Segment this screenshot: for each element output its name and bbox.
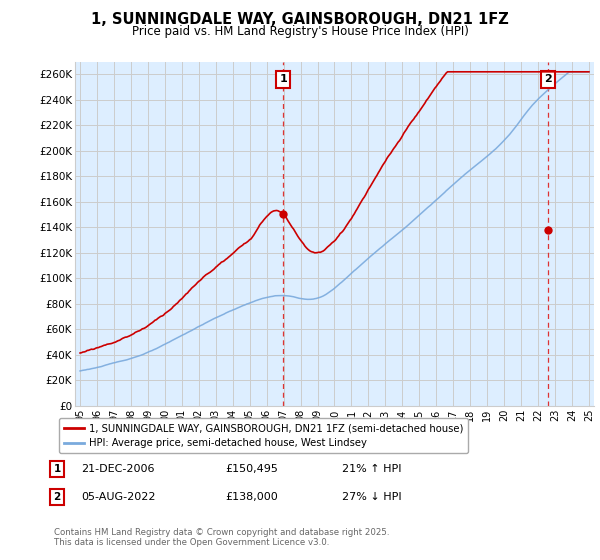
Text: £138,000: £138,000 — [225, 492, 278, 502]
Text: Price paid vs. HM Land Registry's House Price Index (HPI): Price paid vs. HM Land Registry's House … — [131, 25, 469, 38]
Text: 21-DEC-2006: 21-DEC-2006 — [81, 464, 155, 474]
Text: Contains HM Land Registry data © Crown copyright and database right 2025.
This d: Contains HM Land Registry data © Crown c… — [54, 528, 389, 547]
Text: 1: 1 — [53, 464, 61, 474]
Legend: 1, SUNNINGDALE WAY, GAINSBOROUGH, DN21 1FZ (semi-detached house), HPI: Average p: 1, SUNNINGDALE WAY, GAINSBOROUGH, DN21 1… — [59, 418, 469, 453]
Text: £150,495: £150,495 — [225, 464, 278, 474]
Text: 2: 2 — [544, 74, 552, 85]
Text: 1: 1 — [279, 74, 287, 85]
Text: 2: 2 — [53, 492, 61, 502]
Text: 21% ↑ HPI: 21% ↑ HPI — [342, 464, 401, 474]
Text: 1, SUNNINGDALE WAY, GAINSBOROUGH, DN21 1FZ: 1, SUNNINGDALE WAY, GAINSBOROUGH, DN21 1… — [91, 12, 509, 27]
Text: 27% ↓ HPI: 27% ↓ HPI — [342, 492, 401, 502]
Text: 05-AUG-2022: 05-AUG-2022 — [81, 492, 155, 502]
